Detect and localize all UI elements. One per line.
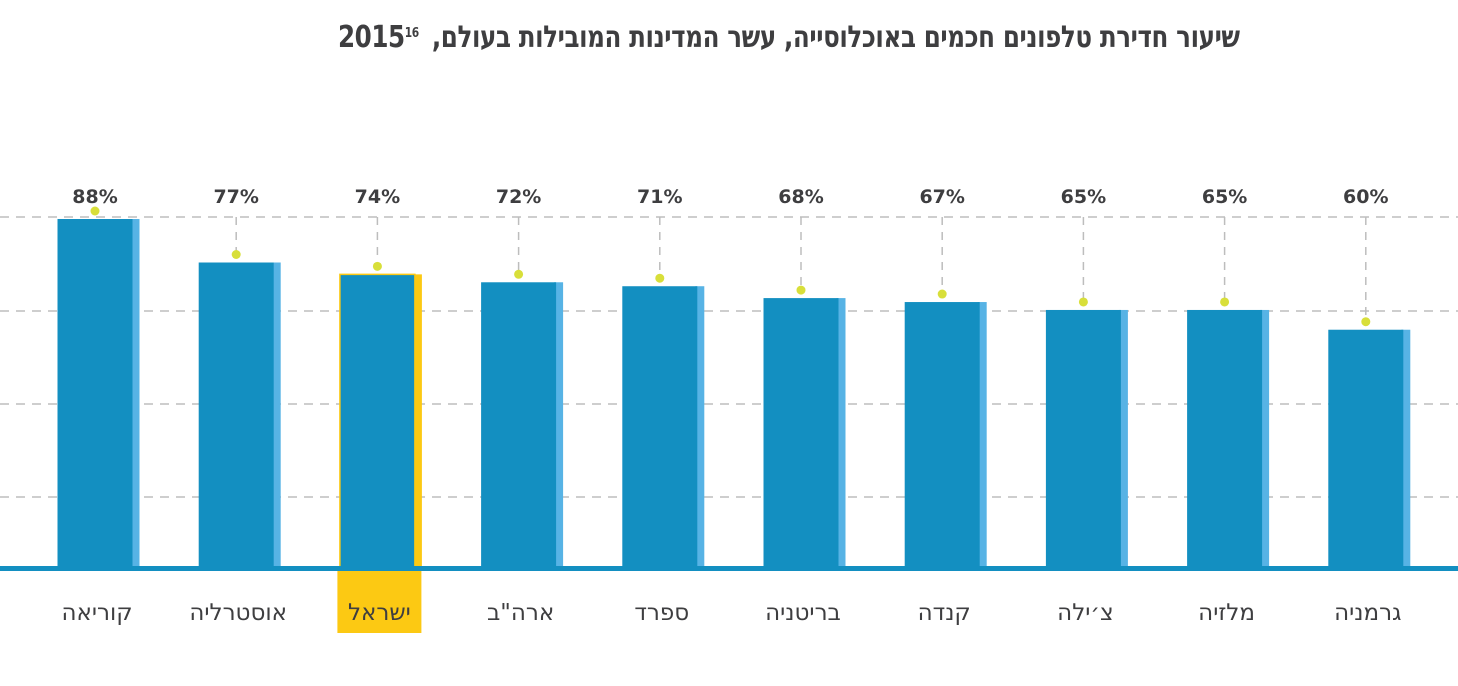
- bar-group: [763, 217, 846, 567]
- value-label: 74%: [355, 186, 400, 208]
- category-label: ישראל: [348, 600, 411, 626]
- labels: 88% קוריאה 77% אוסטרליה 74% ישראל 72% ארה"ב 71% ס…: [61, 186, 1402, 633]
- category-label: קנדה: [918, 600, 971, 626]
- bar: [622, 286, 698, 567]
- bar: [763, 298, 839, 567]
- bar-dot: [655, 273, 665, 283]
- category-label: ספרד: [634, 600, 689, 626]
- bar-side: [271, 262, 281, 567]
- value-label: 72%: [496, 186, 541, 208]
- bar: [481, 282, 557, 567]
- title-footnote: 16: [404, 26, 419, 41]
- bar: [57, 219, 133, 567]
- bar-dot: [796, 285, 806, 295]
- bar-group: [57, 206, 140, 567]
- category-label: בריטניה: [765, 600, 841, 626]
- bar-group: [339, 217, 422, 568]
- category-label: ארה"ב: [487, 600, 554, 626]
- bar-group: [481, 217, 564, 567]
- bar: [198, 262, 274, 567]
- bar-group: [198, 217, 281, 567]
- bar-side: [412, 274, 422, 567]
- bar-side: [1401, 329, 1411, 567]
- x-axis-baseline: [0, 566, 1458, 571]
- bar-side: [977, 302, 987, 567]
- category-label: גרמניה: [1334, 600, 1401, 626]
- bar-group: [904, 217, 987, 567]
- value-label: 65%: [1061, 186, 1106, 208]
- bar-dot: [372, 261, 382, 271]
- value-label: 67%: [919, 186, 964, 208]
- bar-side: [695, 286, 705, 567]
- value-label: 60%: [1343, 186, 1388, 208]
- bar-side: [554, 282, 564, 567]
- bar-dot: [1361, 317, 1371, 327]
- value-label: 71%: [637, 186, 682, 208]
- value-label: 68%: [778, 186, 823, 208]
- bar-side: [130, 219, 140, 567]
- bar-dot: [90, 206, 100, 216]
- category-label: קוריאה: [61, 600, 132, 626]
- bar: [1045, 309, 1121, 567]
- chart-title: שיעור חדירת טלפונים חכמים באוכלוסייה, עש…: [140, 20, 1313, 55]
- value-label: 88%: [72, 186, 117, 208]
- bars: [0, 206, 1458, 571]
- bar: [339, 273, 416, 568]
- bar-dot: [1078, 297, 1088, 307]
- bar-dot: [937, 289, 947, 299]
- category-label: מלזיה: [1198, 600, 1255, 626]
- bar-side: [1118, 309, 1128, 567]
- category-label: אוסטרליה: [189, 600, 287, 626]
- value-label: 65%: [1202, 186, 1247, 208]
- bar: [1328, 329, 1404, 567]
- bar-dot: [1220, 297, 1230, 307]
- bar-side: [1260, 309, 1270, 567]
- title-text: שיעור חדירת טלפונים חכמים באוכלוסייה, עש…: [337, 20, 1240, 55]
- bar-group: [1045, 217, 1128, 567]
- bar-dot: [514, 269, 524, 279]
- bar-side: [836, 298, 846, 567]
- bar-group: [1187, 217, 1270, 567]
- highlight-label-box: [337, 571, 422, 633]
- bar-dot: [231, 250, 241, 259]
- bar: [904, 302, 980, 567]
- bar: [1187, 309, 1263, 567]
- category-label: צ׳ילה: [1057, 600, 1113, 626]
- bar-group: [622, 217, 705, 567]
- value-label: 77%: [213, 186, 258, 208]
- bar-group: [1328, 217, 1411, 567]
